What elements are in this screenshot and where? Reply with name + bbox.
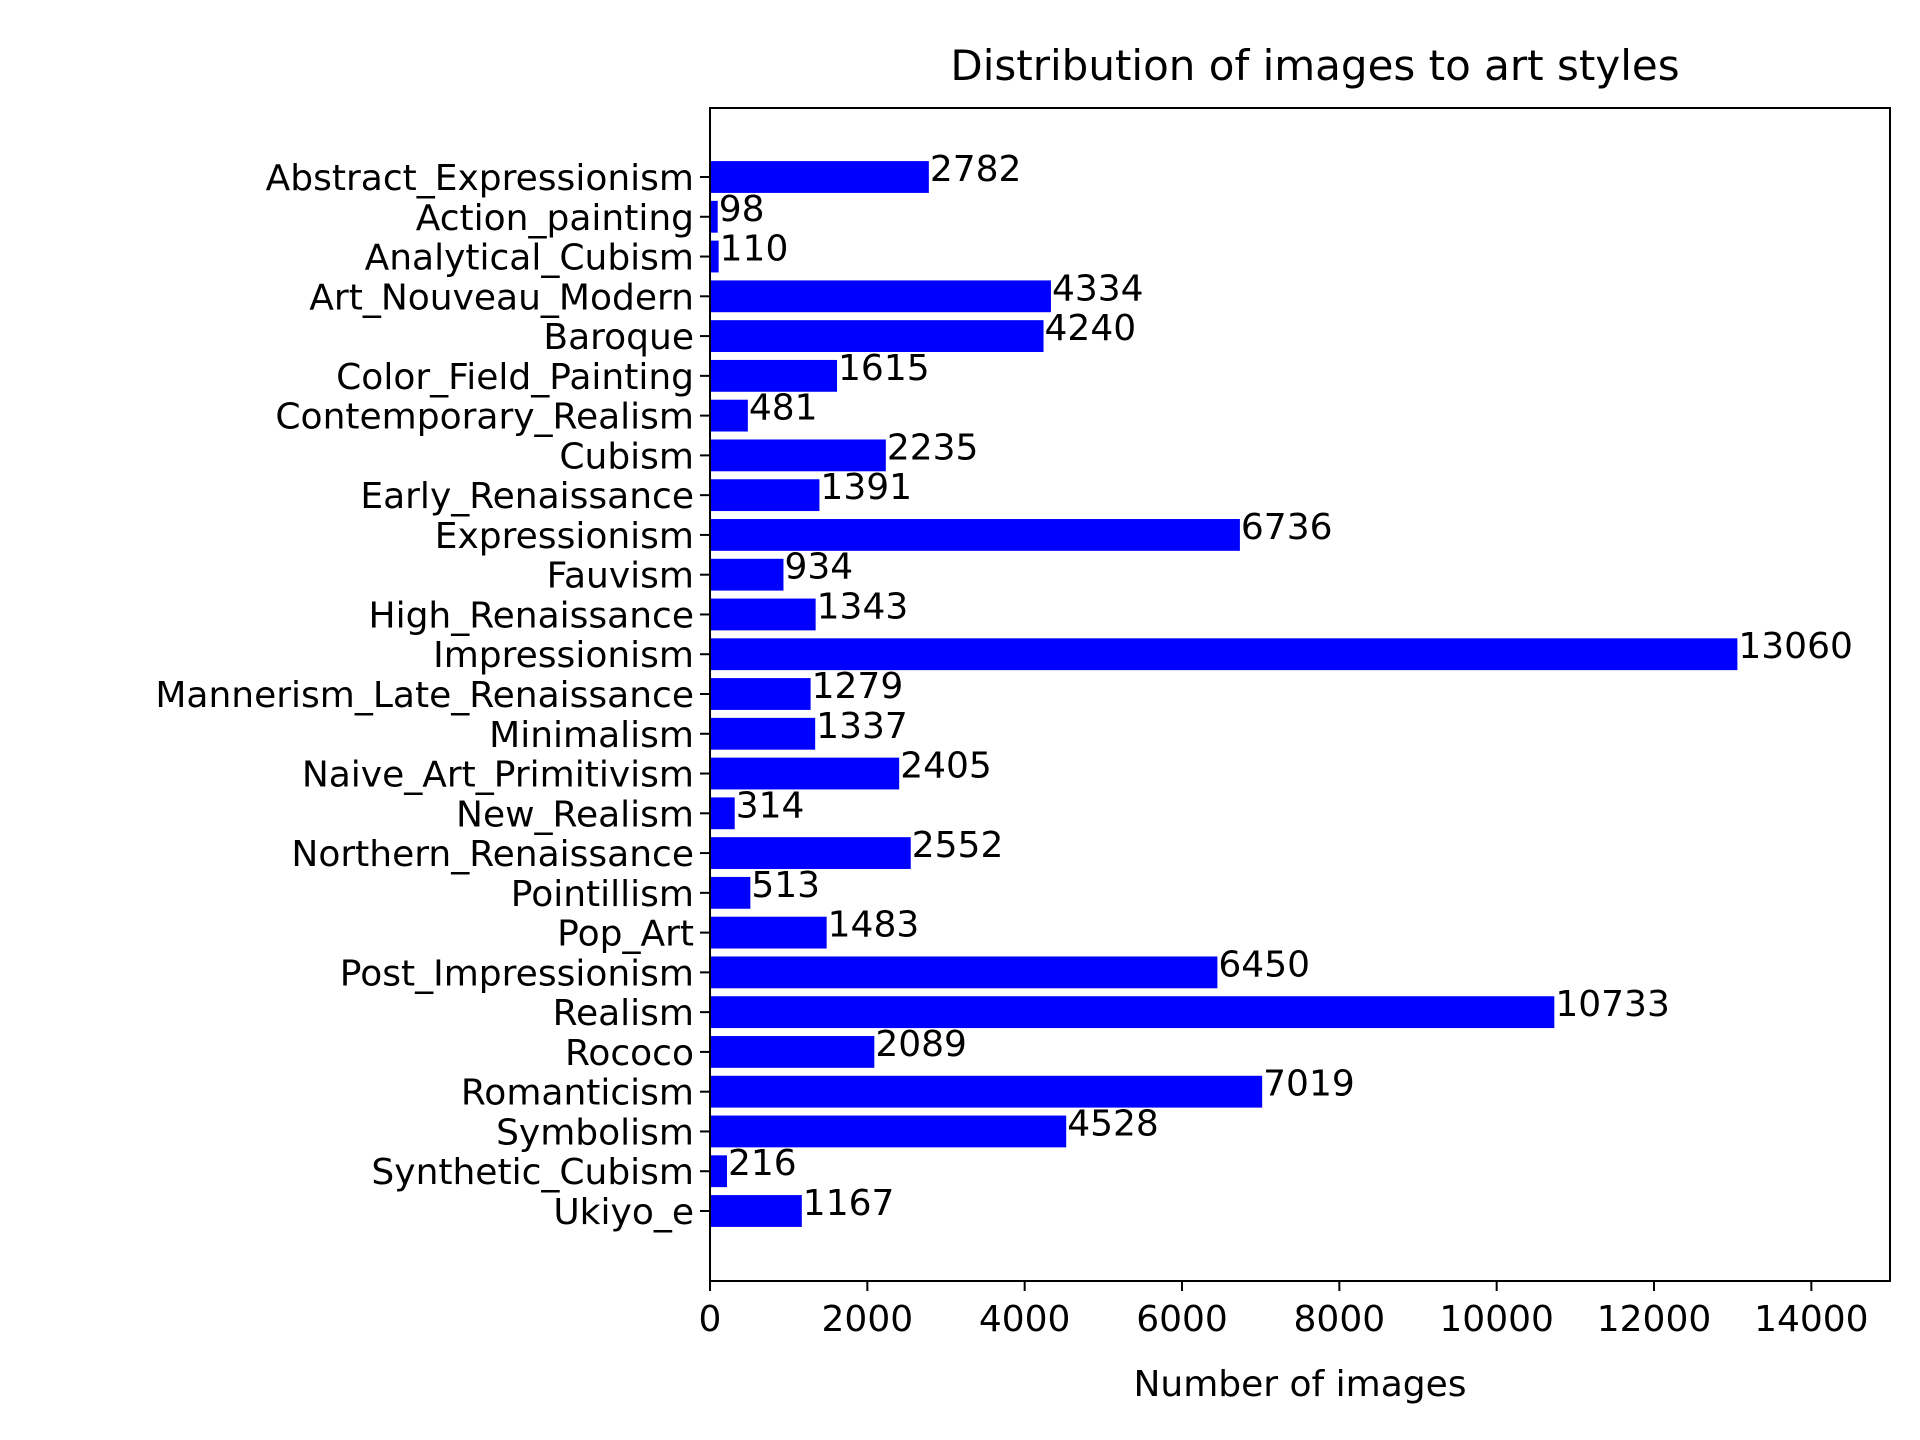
x-tick-label: 2000 — [822, 1299, 914, 1340]
bar — [710, 956, 1218, 989]
value-label: 6736 — [1241, 507, 1333, 548]
value-label: 98 — [719, 189, 765, 230]
bar — [710, 678, 811, 710]
bar — [710, 1115, 1067, 1148]
category-label: Mannerism_Late_Renaissance — [155, 675, 694, 716]
value-label: 7019 — [1263, 1064, 1355, 1105]
value-label: 4240 — [1045, 308, 1137, 349]
bar — [710, 916, 827, 949]
category-label: Action_painting — [416, 198, 694, 239]
value-label: 1615 — [838, 348, 930, 389]
bar — [710, 399, 748, 432]
bar — [710, 1075, 1263, 1108]
category-label: Northern_Renaissance — [291, 834, 694, 875]
value-label: 1337 — [816, 706, 908, 747]
category-label: Contemporary_Realism — [275, 397, 694, 438]
bar — [710, 240, 719, 273]
bar — [710, 638, 1738, 671]
value-label: 4528 — [1067, 1103, 1159, 1144]
category-label: High_Renaissance — [369, 595, 695, 636]
bar — [710, 837, 911, 869]
x-tick-label: 8000 — [1294, 1299, 1386, 1340]
x-tick-label: 14000 — [1754, 1299, 1869, 1340]
category-label: Color_Field_Painting — [336, 357, 694, 398]
bar — [710, 439, 886, 472]
value-label: 216 — [728, 1143, 797, 1184]
category-label: Pointillism — [511, 874, 694, 915]
category-label: Early_Renaissance — [360, 476, 694, 517]
value-label: 6450 — [1218, 944, 1310, 985]
bar — [710, 1155, 727, 1188]
bars-group — [710, 161, 1738, 1227]
bar — [710, 598, 816, 631]
value-label: 2235 — [887, 427, 979, 468]
category-label: Naive_Art_Primitivism — [302, 755, 694, 796]
value-label: 1167 — [803, 1183, 895, 1224]
category-label: Cubism — [559, 436, 694, 477]
x-tick-label: 6000 — [1136, 1299, 1228, 1340]
category-label: Post_Impressionism — [340, 953, 694, 994]
category-label: Minimalism — [489, 715, 694, 756]
value-label: 1391 — [820, 467, 912, 508]
value-label: 4334 — [1052, 268, 1144, 309]
bar — [710, 558, 784, 591]
value-label: 1279 — [812, 666, 904, 707]
category-label: Analytical_Cubism — [365, 238, 694, 279]
bar — [710, 280, 1051, 313]
value-label: 10733 — [1555, 984, 1670, 1025]
category-label: Abstract_Expressionism — [266, 158, 694, 199]
category-label: Pop_Art — [557, 914, 694, 955]
category-labels: Abstract_ExpressionismAction_paintingAna… — [155, 158, 710, 1233]
category-label: Symbolism — [496, 1112, 694, 1153]
value-label: 513 — [751, 865, 820, 906]
value-labels: 2782981104334424016154812235139167369341… — [719, 149, 1853, 1224]
category-label: Rococo — [565, 1033, 694, 1074]
category-label: Romanticism — [461, 1073, 694, 1114]
plot-frame — [709, 107, 1891, 1282]
bar — [710, 717, 816, 750]
value-label: 481 — [749, 388, 818, 429]
bar — [710, 479, 820, 512]
bar — [710, 797, 735, 830]
x-axis-ticks: 0 2000 4000 6000 8000 10000 12000 14000 — [699, 1281, 1869, 1340]
value-label: 314 — [736, 785, 805, 826]
bar — [710, 320, 1044, 352]
value-label: 1343 — [817, 586, 909, 627]
value-label: 13060 — [1738, 626, 1853, 667]
bar — [710, 996, 1555, 1029]
value-label: 1483 — [828, 905, 920, 946]
bar — [710, 1036, 875, 1068]
value-label: 934 — [784, 547, 853, 588]
x-tick-label: 0 — [699, 1299, 722, 1340]
bar — [710, 200, 718, 233]
x-tick-label: 10000 — [1439, 1299, 1554, 1340]
value-label: 2089 — [875, 1024, 967, 1065]
x-axis-label: Number of images — [1133, 1364, 1466, 1405]
chart-title: Distribution of images to art styles — [950, 41, 1679, 90]
category-label: Realism — [553, 993, 694, 1034]
category-label: Synthetic_Cubism — [371, 1152, 694, 1193]
category-label: Impressionism — [433, 635, 694, 676]
x-tick-label: 12000 — [1597, 1299, 1712, 1340]
bar — [710, 359, 838, 392]
value-label: 2782 — [930, 149, 1022, 190]
bar — [710, 757, 900, 790]
category-label: Fauvism — [547, 556, 694, 597]
category-label: Art_Nouveau_Modern — [309, 277, 694, 318]
value-label: 2405 — [900, 746, 992, 787]
value-label: 2552 — [912, 825, 1004, 866]
value-label: 110 — [720, 229, 789, 270]
category-label: Baroque — [543, 317, 694, 358]
x-tick-label: 4000 — [979, 1299, 1071, 1340]
bar — [710, 876, 751, 909]
bar — [710, 1195, 802, 1227]
category-label: New_Realism — [456, 794, 694, 835]
bar — [710, 161, 929, 193]
category-label: Expressionism — [435, 516, 694, 557]
category-label: Ukiyo_e — [553, 1192, 694, 1233]
bar — [710, 519, 1240, 551]
